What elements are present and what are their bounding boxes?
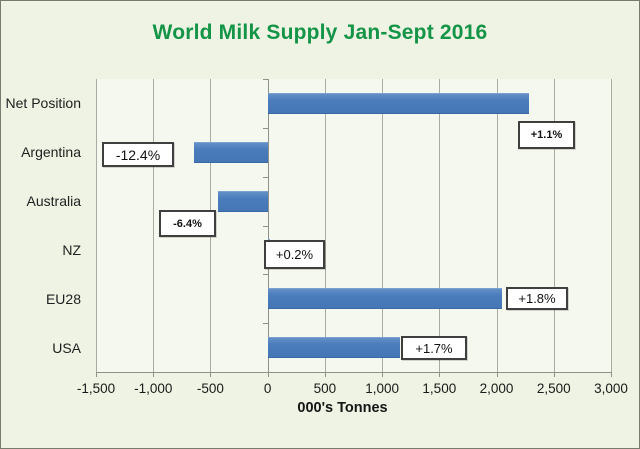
x-tick-label: -1,000 [134, 381, 173, 396]
gridline [496, 79, 498, 372]
x-axis-tick [382, 372, 384, 377]
chart-title: World Milk Supply Jan-Sept 2016 [152, 21, 488, 44]
x-axis-label: 000's Tonnes [297, 400, 388, 416]
category-axis-tick [262, 274, 268, 276]
category-axis-tick [262, 127, 268, 129]
x-tick-label: 0 [263, 381, 272, 396]
x-tick-label: -500 [196, 381, 224, 396]
x-axis-tick [324, 372, 326, 377]
x-tick-label: 1,000 [365, 381, 399, 396]
data-label-net-position: +1.1% [518, 121, 575, 149]
x-tick-label: 2,000 [479, 381, 514, 396]
data-label-argentina: -12.4% [102, 142, 174, 167]
zero-axis-line [267, 79, 269, 372]
data-label-australia: -6.4% [159, 210, 216, 237]
x-axis-tick [210, 372, 212, 377]
category-label-nz: NZ [62, 241, 81, 258]
bar-eu28 [267, 288, 503, 310]
category-axis-tick [262, 79, 268, 80]
x-tick-label: -1,500 [76, 381, 116, 396]
x-axis-line [96, 372, 612, 373]
category-label-argentina: Argentina [21, 144, 81, 161]
gridline [153, 79, 155, 372]
x-axis-tick [96, 372, 97, 377]
gridline [553, 79, 555, 372]
x-tick-label: 1,500 [422, 381, 457, 396]
x-axis-tick [611, 372, 612, 377]
x-tick-label: 3,000 [594, 381, 628, 396]
category-axis-tick [262, 372, 268, 373]
x-axis-tick [553, 372, 555, 377]
x-tick-label: 500 [313, 381, 337, 396]
x-axis-tick [153, 372, 155, 377]
x-axis-tick [267, 372, 269, 377]
gridline [96, 79, 97, 372]
gridline [324, 79, 326, 372]
category-label-australia: Australia [26, 193, 81, 210]
bar-usa [267, 337, 401, 359]
category-label-usa: USA [52, 339, 81, 356]
x-axis-tick [496, 372, 498, 377]
bar-net-position [267, 92, 529, 114]
x-axis-tick [439, 372, 441, 377]
bar-argentina [194, 141, 268, 163]
data-label-nz: +0.2% [264, 240, 325, 269]
category-axis-tick [262, 323, 268, 325]
category-label-net-position: Net Position [5, 95, 81, 112]
gridline [611, 79, 612, 372]
gridline [382, 79, 384, 372]
gridline [439, 79, 441, 372]
category-axis-tick [262, 176, 268, 178]
category-label-eu28: EU28 [45, 290, 81, 307]
data-label-usa: +1.7% [401, 336, 467, 360]
x-tick-label: 2,500 [536, 381, 571, 396]
data-label-eu28: +1.8% [506, 287, 568, 310]
category-axis-tick [262, 225, 268, 227]
bar-australia [218, 190, 268, 212]
